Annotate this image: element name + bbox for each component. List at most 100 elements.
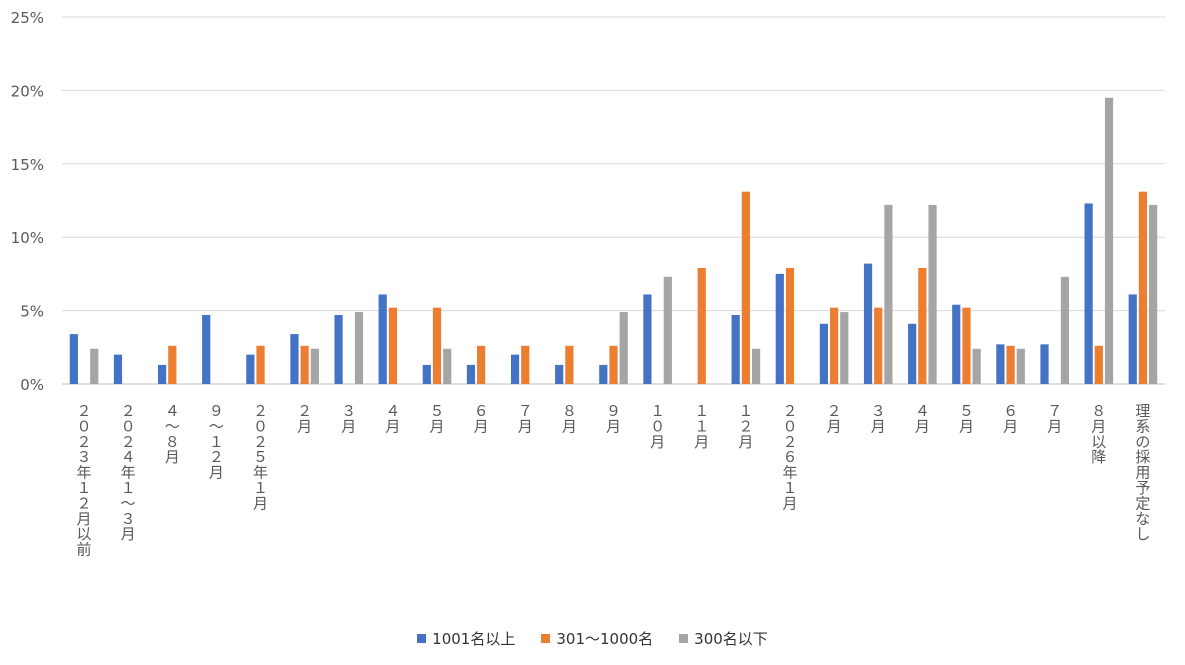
bar xyxy=(874,307,883,384)
bar xyxy=(1094,345,1103,384)
y-tick-label: 25% xyxy=(11,9,44,27)
x-tick-label: ４月 xyxy=(915,402,930,435)
bar xyxy=(256,345,265,384)
bar xyxy=(1084,203,1093,384)
x-tick-label: ４～８月 xyxy=(165,402,180,466)
x-tick-label: ２０２４年１～３月 xyxy=(121,402,136,543)
bar xyxy=(1006,345,1015,384)
x-tick-label: ３月 xyxy=(341,402,356,435)
x-tick-label: ２月 xyxy=(297,402,312,435)
x-tick-label: ２０２３年１２月以前 xyxy=(77,402,92,559)
bar xyxy=(510,354,520,384)
x-tick-label: ４月 xyxy=(385,402,400,435)
bar xyxy=(884,204,893,384)
bar xyxy=(168,345,177,384)
bar xyxy=(619,312,628,384)
bar xyxy=(819,323,828,384)
bar xyxy=(422,364,431,384)
bar xyxy=(599,364,608,384)
bar xyxy=(643,294,652,384)
bar xyxy=(928,204,937,384)
bar xyxy=(565,345,574,384)
bar xyxy=(290,334,299,384)
legend-label-301: 301～1000名 xyxy=(556,630,654,648)
x-tick-label: ９～１２月 xyxy=(209,402,224,482)
x-axis: ２０２３年１２月以前 ２０２４年１～３月 ４～８月 ９～１２月 ２０２５年１月 ２月 ３月 ４… xyxy=(77,402,1151,559)
x-tick-label: ８月以降 xyxy=(1091,402,1106,466)
legend: 1001名以上 301～1000名 300名以下 xyxy=(0,628,1185,649)
bar xyxy=(1060,276,1069,384)
bar xyxy=(972,348,981,384)
x-tick-label: ２０２５年１月 xyxy=(253,402,268,512)
x-tick-label: ５月 xyxy=(959,402,974,435)
x-tick-label: ６月 xyxy=(474,402,489,435)
bar xyxy=(1128,294,1137,384)
x-tick-label: ６月 xyxy=(1003,402,1018,435)
bar xyxy=(555,364,564,384)
x-tick-label: ２０２６年１月 xyxy=(782,402,797,512)
x-tick-label: ７月 xyxy=(1047,402,1062,435)
y-tick-label: 10% xyxy=(11,229,44,247)
bar xyxy=(90,348,99,384)
legend-label-300: 300名以下 xyxy=(694,630,768,648)
x-tick-label: ８月 xyxy=(562,402,577,435)
bar xyxy=(609,345,618,384)
bar xyxy=(354,312,364,384)
bar xyxy=(466,364,476,384)
bar xyxy=(952,304,961,384)
bar xyxy=(863,263,873,384)
y-tick-label: 15% xyxy=(11,156,44,174)
legend-item-300: 300名以下 xyxy=(679,628,768,649)
x-tick-label: ３月 xyxy=(871,402,886,435)
y-tick-label: 0% xyxy=(20,376,44,394)
bar xyxy=(731,315,740,384)
bar xyxy=(962,307,971,384)
bar xyxy=(69,334,78,384)
bar xyxy=(1104,97,1114,385)
bar xyxy=(1016,348,1025,384)
bar xyxy=(113,354,123,384)
bar xyxy=(158,364,167,384)
bar xyxy=(775,273,784,384)
x-tick-label: 理系の採用予定なし xyxy=(1135,402,1150,543)
bar xyxy=(521,345,530,384)
legend-swatch-1001 xyxy=(417,634,427,643)
bar xyxy=(202,315,211,384)
y-axis: 0% 5% 10% 15% 20% 25% xyxy=(11,9,44,394)
bar xyxy=(663,276,672,384)
bar-chart: 0% 5% 10% 15% 20% 25% ２０２３年１２月以前 ２０２４年１～３月 ４～８月… xyxy=(11,9,1165,559)
x-tick-label: １２月 xyxy=(738,402,753,451)
bar xyxy=(908,323,917,384)
x-tick-label: １１月 xyxy=(694,402,709,451)
bar xyxy=(388,307,397,384)
x-tick-label: ９月 xyxy=(606,402,621,435)
bar xyxy=(1149,204,1158,384)
bar xyxy=(830,307,839,384)
bar xyxy=(300,345,309,384)
legend-label-1001: 1001名以上 xyxy=(432,630,516,648)
bar xyxy=(378,294,387,384)
bar xyxy=(1040,344,1049,384)
x-tick-label: ７月 xyxy=(518,402,533,435)
legend-item-1001: 1001名以上 xyxy=(417,628,515,649)
legend-swatch-300 xyxy=(679,634,689,643)
gridlines xyxy=(62,16,1165,385)
x-tick-label: ２月 xyxy=(827,402,842,435)
bar xyxy=(334,315,343,384)
bar xyxy=(432,307,442,384)
x-tick-label: １０月 xyxy=(650,402,665,451)
bar xyxy=(785,268,795,384)
bar xyxy=(310,348,319,384)
legend-swatch-301 xyxy=(541,634,551,643)
bar xyxy=(741,191,750,384)
bar xyxy=(477,345,486,384)
bar xyxy=(996,344,1005,384)
y-tick-label: 5% xyxy=(20,303,44,321)
legend-item-301: 301～1000名 xyxy=(541,628,653,649)
bar xyxy=(246,354,255,384)
bar xyxy=(443,348,452,384)
bar xyxy=(1138,191,1148,384)
bar xyxy=(751,348,761,384)
bar xyxy=(840,312,849,384)
bar xyxy=(918,268,927,384)
